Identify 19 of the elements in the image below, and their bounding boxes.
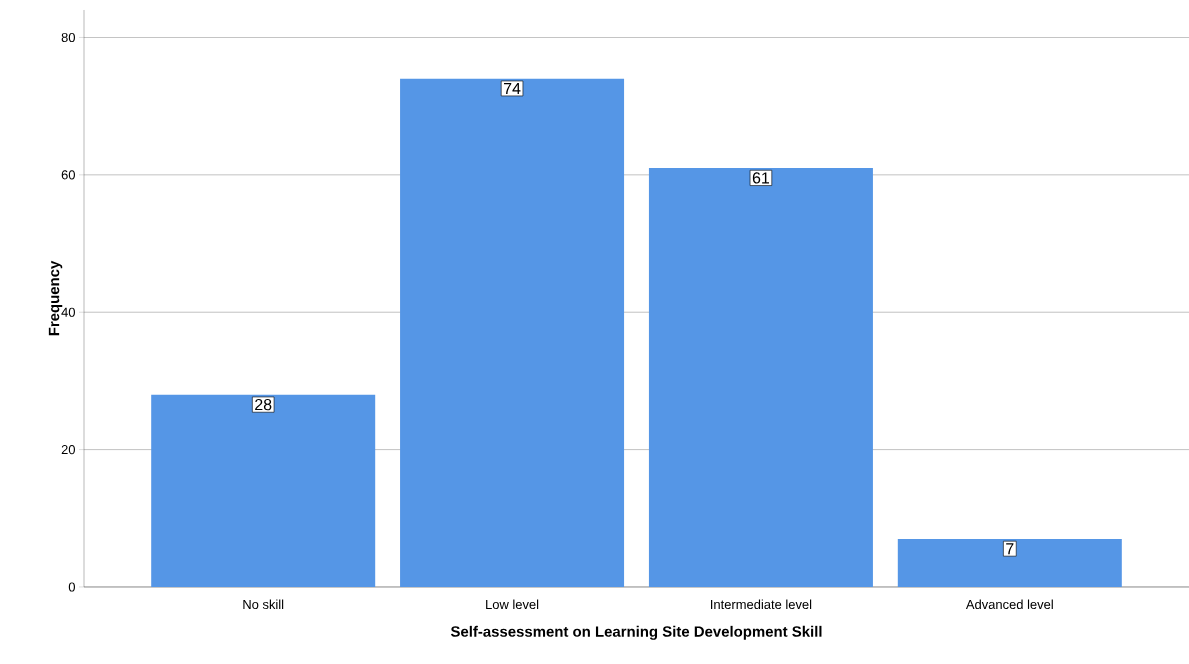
x-tick-label: Low level — [486, 599, 539, 610]
data-label: 61 — [752, 172, 770, 184]
y-tick-label: 60 — [61, 170, 75, 180]
x-tick-label: Intermediate level — [711, 599, 812, 610]
x-tick-label: No skill — [243, 599, 284, 610]
bar — [897, 538, 1122, 587]
bar — [151, 394, 376, 587]
y-tick-label: 0 — [68, 582, 75, 592]
x-axis-title: Self-assessment on Learning Site Development Skill — [450, 625, 822, 640]
data-label: 28 — [255, 398, 272, 411]
y-axis-title: Frequency — [48, 260, 63, 336]
x-tick-label: Advanced level — [965, 599, 1053, 610]
y-tick-label: 20 — [61, 445, 75, 455]
data-label: 7 — [1006, 543, 1014, 555]
data-label: 74 — [504, 82, 521, 94]
y-tick-label: 40 — [61, 307, 75, 317]
bar — [648, 167, 873, 587]
y-tick-label: 80 — [61, 32, 75, 43]
bar — [400, 78, 625, 587]
